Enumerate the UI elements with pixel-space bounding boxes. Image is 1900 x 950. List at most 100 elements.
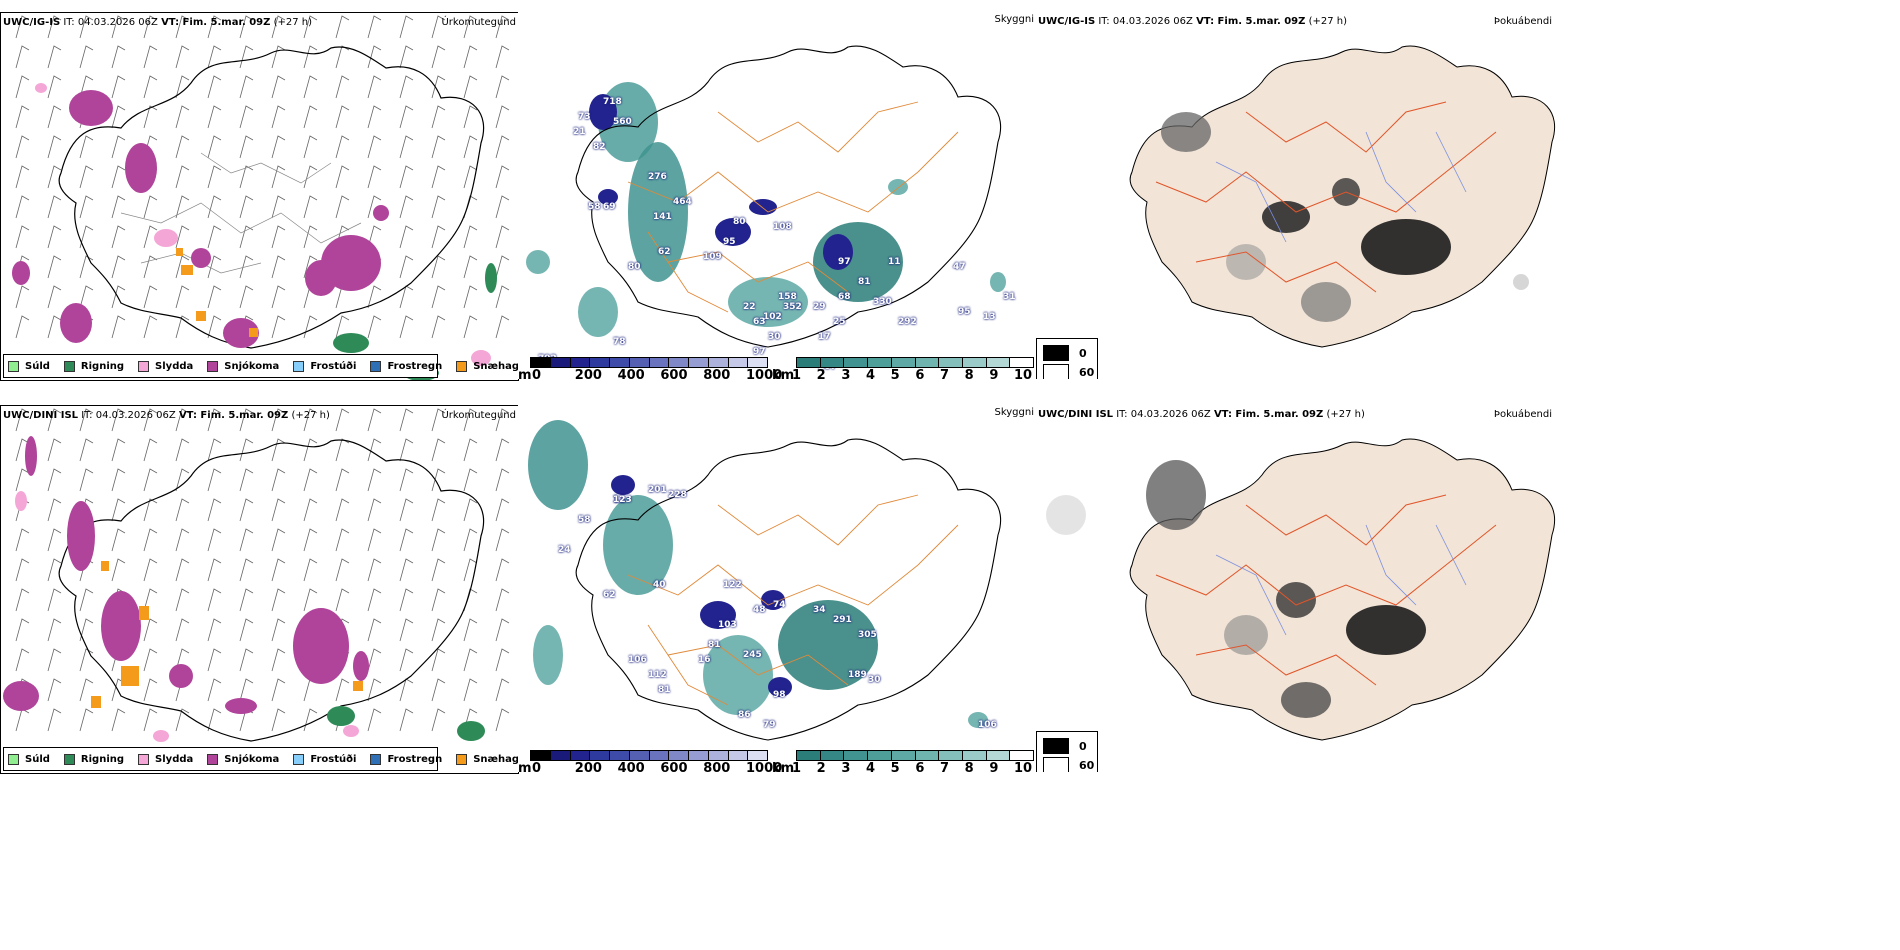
colorbar-segment bbox=[820, 751, 845, 760]
colorbar-tick: 1000 bbox=[746, 761, 783, 772]
wind-barb bbox=[207, 15, 222, 39]
wind-barb bbox=[303, 135, 318, 159]
wind-barb bbox=[175, 468, 190, 492]
wind-barb bbox=[271, 468, 286, 492]
colorbar-segment bbox=[844, 358, 869, 367]
legend-label: Snjókoma bbox=[224, 753, 280, 765]
wind-barb bbox=[303, 315, 318, 339]
wind-barb bbox=[143, 75, 158, 99]
colorbar-segment bbox=[629, 358, 650, 367]
colorbar-segment bbox=[669, 358, 689, 367]
wind-barb bbox=[175, 588, 190, 612]
wind-barb bbox=[47, 558, 62, 582]
wind-barb bbox=[239, 15, 254, 39]
wind-barb bbox=[79, 588, 94, 612]
wind-barb bbox=[143, 438, 158, 462]
wind-barb bbox=[111, 315, 126, 339]
wind-barb bbox=[79, 468, 94, 492]
fog-legend-swatch bbox=[1043, 738, 1069, 754]
wind-barb bbox=[431, 588, 446, 612]
wind-barb bbox=[207, 588, 222, 612]
wind-barb bbox=[207, 498, 222, 522]
wind-barb bbox=[463, 45, 478, 69]
wind-barb bbox=[207, 45, 222, 69]
ceiling-value: 73 bbox=[578, 112, 591, 122]
wind-barb bbox=[431, 195, 446, 219]
wind-barb bbox=[111, 558, 126, 582]
colorbar-segment bbox=[891, 358, 916, 367]
legend-item: Súld bbox=[8, 360, 50, 372]
wind-barb bbox=[495, 588, 510, 612]
ceiling-value: 62 bbox=[658, 247, 671, 257]
ceiling-value: 352 bbox=[783, 302, 802, 312]
legend-label: Frostregn bbox=[387, 360, 443, 372]
precip-header: UWC/IG-IS IT: 04.03.2026 06Z VT: Fim. 5.… bbox=[3, 17, 312, 28]
wind-barb bbox=[175, 618, 190, 642]
colorbar-segment bbox=[669, 751, 689, 760]
fog-legend-row: 0 bbox=[1043, 345, 1087, 361]
colorbar-tick: 0 bbox=[532, 368, 542, 379]
fog-legend-swatch bbox=[1043, 364, 1069, 379]
fog-legend: 0 60 bbox=[1036, 731, 1098, 772]
wind-barb bbox=[111, 135, 126, 159]
wind-barb bbox=[271, 588, 286, 612]
wind-barb bbox=[431, 255, 446, 279]
wind-barb bbox=[207, 195, 222, 219]
road-network bbox=[1155, 101, 1497, 293]
wind-barb bbox=[399, 438, 414, 462]
ceiling-value: 34 bbox=[813, 605, 826, 615]
wind-barb bbox=[143, 498, 158, 522]
wind-barb bbox=[79, 135, 94, 159]
wind-barb bbox=[239, 678, 254, 702]
wind-barb bbox=[79, 15, 94, 39]
wind-barb bbox=[335, 75, 350, 99]
ceiling-value: 58 bbox=[588, 202, 601, 212]
lead-time: (+27 h) bbox=[1308, 16, 1348, 27]
wind-barb bbox=[431, 45, 446, 69]
legend-swatch bbox=[370, 753, 382, 765]
valid-time: VT: Fim. 5.mar. 09Z bbox=[161, 17, 271, 28]
wind-barb bbox=[367, 408, 382, 432]
colorbar-tick: 600 bbox=[660, 368, 688, 379]
colorbar-tick: 5 bbox=[890, 368, 900, 379]
wind-barb bbox=[143, 255, 158, 279]
wind-barb bbox=[463, 165, 478, 189]
wind-barb bbox=[15, 165, 30, 189]
wind-barb bbox=[271, 75, 286, 99]
wind-barb bbox=[367, 225, 382, 249]
ceiling-value: 112 bbox=[648, 670, 667, 680]
vis-colorbar-labels: km 1 2 3 4 5 6 7 8 9 10 bbox=[772, 368, 1034, 379]
ceiling-value: 97 bbox=[838, 257, 851, 267]
wind-barb bbox=[399, 75, 414, 99]
ceiling-value: 228 bbox=[668, 490, 687, 500]
colorbar-segment bbox=[531, 751, 551, 760]
wind-barb bbox=[271, 135, 286, 159]
wind-barb bbox=[335, 45, 350, 69]
legend-swatch bbox=[63, 360, 75, 372]
colorbar-tick: 2 bbox=[816, 368, 826, 379]
wind-barb bbox=[271, 285, 286, 309]
wind-barb bbox=[239, 135, 254, 159]
vis-ceiling bbox=[589, 94, 853, 270]
wind-barb bbox=[47, 15, 62, 39]
ceiling-value: 305 bbox=[858, 630, 877, 640]
wind-barb bbox=[303, 255, 318, 279]
colorbar-tick: 3 bbox=[841, 368, 851, 379]
wind-barb bbox=[431, 678, 446, 702]
wind-barb bbox=[79, 285, 94, 309]
legend-label: Súld bbox=[25, 360, 50, 372]
wind-barb bbox=[175, 438, 190, 462]
vis-colorbar-bar bbox=[796, 357, 1034, 368]
ceiling-value: 78 bbox=[613, 337, 626, 347]
wind-barb bbox=[463, 225, 478, 249]
colorbar-tick: 7 bbox=[940, 761, 950, 772]
wind-barb bbox=[463, 498, 478, 522]
ceiling-value: 95 bbox=[958, 307, 971, 317]
legend-label: Frostúði bbox=[310, 360, 357, 372]
valid-time: VT: Fim. 5.mar. 09Z bbox=[178, 410, 289, 421]
wind-barb bbox=[143, 195, 158, 219]
wind-barb bbox=[271, 165, 286, 189]
ceiling-value: 31 bbox=[1003, 292, 1016, 302]
wind-barb bbox=[431, 135, 446, 159]
wind-barb bbox=[431, 165, 446, 189]
